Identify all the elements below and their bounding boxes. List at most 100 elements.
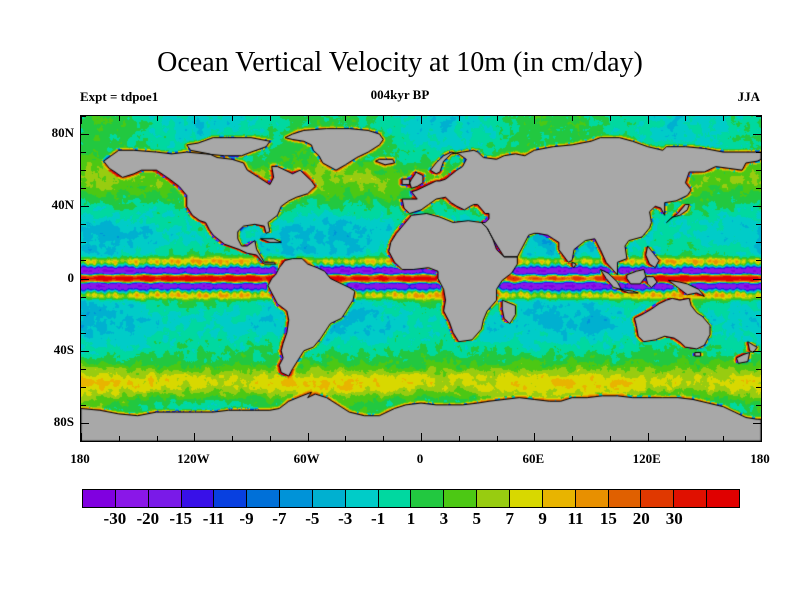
y-tick-mark-right: [756, 242, 761, 244]
y-tick-mark-left: [81, 242, 86, 244]
y-tick-mark-right: [753, 278, 761, 280]
y-tick-mark-right: [756, 368, 761, 370]
x-tick-mark-top: [723, 116, 725, 121]
y-tick-label: 0: [67, 269, 75, 285]
y-tick-mark-right: [756, 224, 761, 226]
x-tick-label: 60W: [293, 451, 320, 466]
colorbar-tick-label: -7: [272, 509, 287, 528]
x-tick-label: 120E: [632, 451, 661, 466]
y-tick-mark-right: [756, 188, 761, 190]
x-tick-label: 180: [750, 451, 770, 466]
colorbar-cell: [280, 490, 313, 507]
y-tick-mark-left: [81, 278, 89, 280]
x-tick-mark-top: [269, 116, 271, 121]
y-tick-label: 40S: [53, 341, 74, 357]
x-tick-mark-bottom: [269, 436, 271, 441]
colorbar-tick-label: -11: [202, 509, 225, 528]
x-tick-mark-bottom: [723, 436, 725, 441]
y-tick-label: 40N: [51, 197, 74, 213]
colorbar-cell: [542, 490, 576, 507]
y-tick-mark-left: [81, 422, 89, 424]
colorbar-cell: [312, 490, 346, 507]
x-tick-mark-top: [572, 116, 574, 121]
colorbar-tick-label: 9: [538, 509, 547, 528]
colorbar-cell: [608, 490, 642, 507]
y-tick-mark-left: [81, 441, 86, 442]
colorbar-tick-label: 30: [665, 509, 683, 528]
x-tick-mark-top: [761, 116, 762, 124]
colorbar-tick-label: 1: [406, 509, 416, 528]
y-tick-mark-right: [756, 260, 761, 262]
x-tick-mark-top: [609, 116, 611, 121]
x-tick-mark-top: [118, 116, 120, 121]
x-tick-mark-top: [383, 116, 385, 121]
y-tick-mark-left: [81, 188, 86, 190]
y-tick-mark-right: [753, 422, 761, 424]
y-tick-mark-right: [756, 386, 761, 388]
colorbar-tick-label: -5: [305, 509, 320, 528]
map-plot-area: [80, 115, 762, 442]
x-tick-mark-bottom: [685, 436, 687, 441]
y-tick-mark-left: [81, 260, 86, 262]
colorbar-cell: [444, 490, 478, 507]
y-tick-mark-right: [753, 134, 761, 136]
y-tick-mark-right: [756, 116, 761, 117]
colorbar-tick-label: 7: [505, 509, 514, 528]
ocean-vertical-velocity-map: [81, 116, 761, 441]
x-tick-mark-top: [421, 116, 422, 124]
colorbar-cell: [214, 490, 248, 507]
x-tick-mark-bottom: [345, 436, 347, 441]
y-tick-mark-left: [81, 296, 86, 298]
x-tick-mark-top: [685, 116, 687, 121]
x-tick-mark-bottom: [572, 436, 574, 441]
y-tick-mark-right: [756, 296, 761, 298]
colorbar-cell: [509, 490, 543, 507]
x-tick-mark-bottom: [307, 433, 309, 441]
x-tick-label: 60E: [522, 451, 545, 466]
y-tick-mark-right: [753, 206, 761, 208]
x-tick-mark-bottom: [421, 433, 422, 441]
colorbar-cell: [707, 490, 739, 507]
y-tick-mark-right: [756, 332, 761, 334]
period-label: 004kyr BP: [370, 87, 430, 102]
colorbar-cell: [83, 490, 116, 507]
x-tick-mark-bottom: [534, 433, 536, 441]
colorbar-cell: [378, 490, 412, 507]
x-tick-mark-top: [307, 116, 309, 124]
page-title: Ocean Vertical Velocity at 10m (in cm/da…: [157, 47, 643, 78]
y-tick-mark-left: [81, 134, 89, 136]
colorbar-cell: [115, 490, 149, 507]
x-tick-mark-top: [345, 116, 347, 121]
colorbar-cell: [148, 490, 182, 507]
x-tick-mark-top: [232, 116, 234, 121]
colorbar-swatches: [82, 489, 740, 508]
y-tick-mark-left: [81, 368, 86, 370]
colorbar-tick-label: -9: [239, 509, 254, 528]
x-tick-mark-top: [458, 116, 460, 121]
x-tick-mark-bottom: [232, 436, 234, 441]
x-tick-mark-bottom: [761, 433, 762, 441]
y-tick-mark-left: [81, 224, 86, 226]
x-tick-mark-top: [156, 116, 158, 121]
x-tick-mark-bottom: [383, 436, 385, 441]
x-tick-mark-top: [81, 116, 82, 124]
colorbar-tick-label: 11: [567, 509, 584, 528]
y-tick-mark-left: [81, 332, 86, 334]
y-tick-mark-left: [81, 170, 86, 172]
colorbar-cell: [641, 490, 675, 507]
colorbar-cell: [247, 490, 281, 507]
colorbar-tick-labels: -30 -20 -15 -11 -9 -7 -5 -3 -1 1 3 5 7 9 11 15 20 30: [82, 509, 740, 531]
y-tick-mark-right: [753, 350, 761, 352]
x-axis-longitude-labels: 180 120W 60W 0 60E 120E 180: [70, 451, 770, 471]
x-tick-mark-bottom: [647, 433, 649, 441]
colorbar-tick-label: 15: [599, 509, 617, 528]
x-tick-mark-bottom: [609, 436, 611, 441]
colorbar-cell: [477, 490, 510, 507]
colorbar-cell: [181, 490, 215, 507]
x-tick-mark-bottom: [458, 436, 460, 441]
season-label: JJA: [737, 89, 760, 104]
y-axis-latitude-labels: 80N 40N 0 40S 80S: [0, 115, 74, 440]
colorbar-tick-label: -30: [103, 509, 127, 528]
x-tick-label: 180: [70, 451, 90, 466]
